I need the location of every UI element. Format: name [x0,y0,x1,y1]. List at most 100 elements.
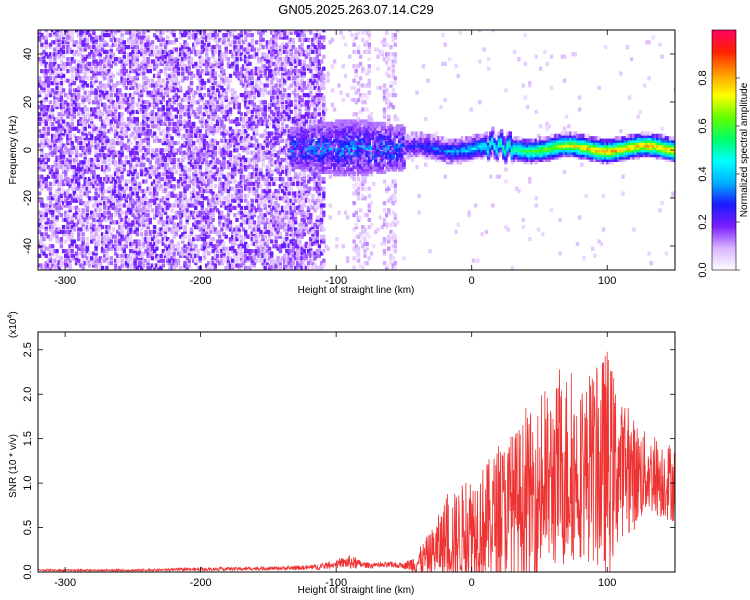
spectrogram-cell [146,124,150,129]
spectrogram-cell [61,126,66,131]
spectrogram-cell [211,155,215,160]
spectrogram-cell [179,213,183,218]
spectrogram-cell [187,138,191,143]
spectrogram-cell [259,232,263,237]
spectrogram-cell [79,251,83,256]
spectrogram-cell [272,69,276,74]
spectrogram-cell [100,95,105,100]
spectrogram-cell [131,61,135,66]
spectrogram-cell [79,83,83,88]
spectrogram-cell [187,64,191,69]
spectrogram-cell [283,93,287,98]
spectrogram-cell [107,177,111,182]
spectrogram-cell [109,93,113,98]
spectrogram-cell [198,54,202,59]
spectrogram-cell [250,69,254,74]
spectrogram-cell [38,174,42,179]
spectrogram-cell [224,109,228,114]
spectrogram-cell [233,167,237,172]
spectrogram-cell [270,138,274,143]
spectrogram-cell [155,167,159,172]
spectrogram-cell [85,95,90,100]
spectrogram-cell [276,222,280,227]
spectrogram-cell [235,258,239,263]
spectrogram-cell [61,54,66,59]
spectrogram-cell [163,244,168,249]
spectrogram-cell [83,126,87,131]
spectrogram-cell [85,181,90,186]
spectrogram-cell [287,249,291,254]
spectrogram-cell [79,69,83,74]
spectrogram-cell [48,148,53,153]
spectrogram-cell [183,143,187,148]
spectrogram-cell [272,119,276,124]
spectrogram-cell [165,30,170,33]
spectrogram-cell [103,205,107,210]
spectrogram-cell [100,191,105,196]
spectrogram-cell [44,222,48,227]
spectrogram-cell [38,165,42,170]
spectrogram-cell [144,49,148,54]
spectrogram-cell [126,160,131,165]
spectrogram-cell [202,102,207,107]
spectrogram-cell [259,167,263,172]
spectrogram-cell [139,90,144,95]
spectrogram-cell [222,88,226,93]
spectrogram-cell [283,181,287,186]
spectrogram-cell [165,181,170,186]
spectrogram-cell [244,246,248,251]
spectrogram-cell [96,107,100,112]
spectrogram-cell [48,249,53,254]
spectrogram-cell [218,234,222,239]
spectrogram-cell [198,76,202,81]
spectrogram-cell [189,179,194,184]
spectrogram-cell [250,126,254,131]
spectrogram-cell [202,237,207,242]
spectrogram-cell [278,78,283,83]
spectrogram-cell [139,148,144,153]
spectrogram-cell [272,90,276,95]
spectrogram-cell [155,196,159,201]
spectrogram-cell [118,69,122,74]
spectrogram-cell [66,141,70,146]
spectrogram-cell [257,112,261,117]
spectrogram-cell [55,162,59,167]
spectrogram-cell [118,40,122,45]
spectrogram-cell [172,160,176,165]
spectrogram-cell [285,49,289,54]
spectrogram-cell [218,73,222,78]
spectrogram-cell [64,261,68,266]
spectrogram-cell [207,181,211,186]
spectrogram-cell [48,61,53,66]
spectrogram-cell [205,131,209,136]
spectrogram-cell [244,210,248,215]
spectrogram-cell [100,71,105,76]
spectrogram-cell [218,181,222,186]
spectrogram-cell [274,258,278,263]
spectrogram-cell [66,95,70,100]
spectrogram-cell [44,208,48,213]
spectrogram-cell [159,57,163,62]
spectrogram-cell [250,85,254,90]
spectrogram-cell [224,138,228,143]
spectrogram-cell [131,119,135,124]
spectrogram-cell [198,133,202,138]
spectrogram-cell [94,179,98,184]
spectrogram-cell [187,251,191,256]
spectrogram-cell [263,265,267,270]
spectrogram-cell [116,189,120,194]
spectrogram-cell [185,129,189,134]
spectrogram-cell [189,83,194,88]
spectrogram-cell [120,71,124,76]
spectrogram-cell [226,117,231,122]
spectrogram-cell [194,198,198,203]
spectrogram-cell [228,107,233,112]
spectrogram-cell [235,129,239,134]
spectrogram-cell [209,107,213,112]
spectrogram-cell [222,203,226,208]
spectrogram-cell [263,88,267,93]
spectrogram-cell [55,33,59,38]
spectrogram-cell [157,95,161,100]
spectrogram-cell [38,112,42,117]
spectrogram-cell [270,30,274,35]
